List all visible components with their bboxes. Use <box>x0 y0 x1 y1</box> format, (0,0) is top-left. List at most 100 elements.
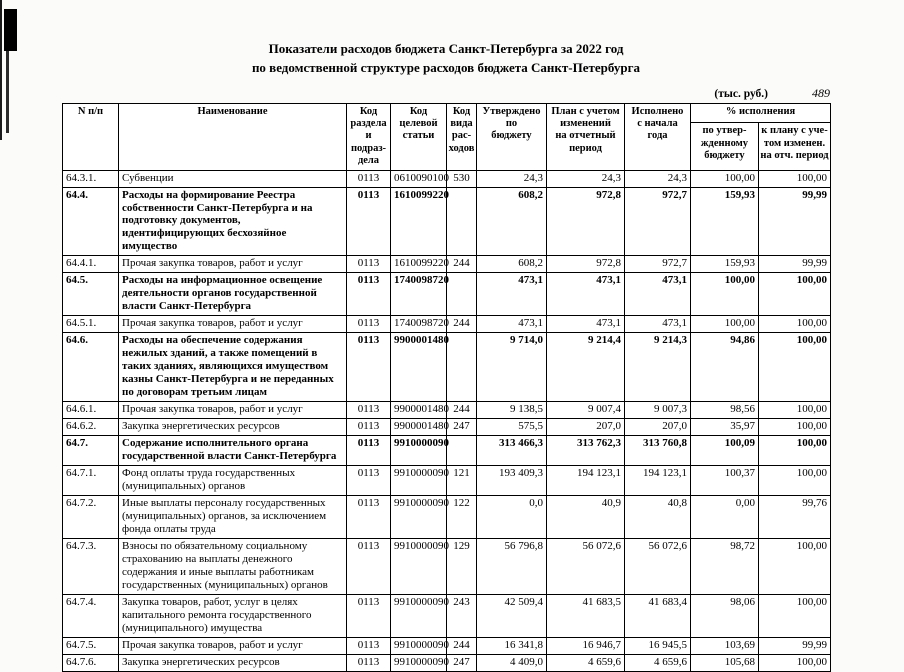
cell-num: 64.6. <box>62 332 119 403</box>
header-pct-group: % исполнения <box>689 102 832 124</box>
cell-pct_budget: 105,68 <box>690 653 759 672</box>
table-row: 64.7.1. Фонд оплаты труда государственных… <box>62 464 832 496</box>
scan-line-artifact <box>6 51 9 133</box>
cell-plan: 194 123,1 <box>546 464 625 496</box>
cell-pct_budget: 98,72 <box>690 537 759 595</box>
cell-pct_plan: 100,00 <box>757 169 832 188</box>
cell-num: 64.5.1. <box>62 315 119 334</box>
cell-target_code: 9910000090 <box>390 653 449 672</box>
cell-target_code: 1610099220 <box>390 186 449 257</box>
cell-name: Прочая закупка товаров, работ и услуг <box>118 255 347 274</box>
cell-section_code: 0113 <box>346 315 391 334</box>
cell-approved: 313 466,3 <box>476 435 547 466</box>
cell-section_code: 0113 <box>346 435 391 466</box>
cell-pct_budget: 94,86 <box>690 332 759 403</box>
cell-name: Расходы на информационное освещение деят… <box>118 272 347 317</box>
header-type-code: Код вида рас- ходов <box>446 102 477 171</box>
cell-plan: 473,1 <box>546 272 625 317</box>
document-page: Показатели расходов бюджета Санкт-Петерб… <box>62 40 832 672</box>
cell-type_code <box>446 186 477 257</box>
cell-pct_plan: 100,00 <box>757 464 832 496</box>
cell-section_code: 0113 <box>346 653 391 672</box>
cell-approved: 24,3 <box>476 169 547 188</box>
cell-pct_plan: 100,00 <box>757 537 832 595</box>
cell-target_code: 1740098720 <box>390 272 449 317</box>
header-approved: Утверждено по бюджету <box>476 102 547 171</box>
cell-executed: 972,7 <box>624 255 691 274</box>
header-target-code: Код целевой статьи <box>390 102 447 171</box>
header-name: Наименование <box>118 102 347 171</box>
cell-pct_budget: 159,93 <box>690 255 759 274</box>
cell-approved: 473,1 <box>476 315 547 334</box>
cell-num: 64.3.1. <box>62 169 119 188</box>
cell-num: 64.4.1. <box>62 255 119 274</box>
cell-num: 64.7. <box>62 435 119 466</box>
cell-section_code: 0113 <box>346 401 391 420</box>
cell-num: 64.6.1. <box>62 401 119 420</box>
cell-approved: 608,2 <box>476 186 547 257</box>
cell-name: Иные выплаты персоналу государственных (… <box>118 494 347 539</box>
cell-target_code: 9900001480 <box>390 418 449 436</box>
cell-section_code: 0113 <box>346 169 391 188</box>
table-row: 64.7.2. Иные выплаты персоналу государств… <box>62 494 832 539</box>
cell-name: Прочая закупка товаров, работ и услуг <box>118 315 347 334</box>
cell-pct_plan: 99,99 <box>757 255 832 274</box>
cell-pct_budget: 100,37 <box>690 464 759 496</box>
cell-name: Субвенции <box>118 169 347 188</box>
cell-type_code: 244 <box>446 315 477 334</box>
cell-executed: 40,8 <box>624 494 691 539</box>
cell-target_code: 9910000090 <box>390 435 449 466</box>
cell-target_code: 9900001480 <box>390 332 449 403</box>
cell-target_code: 1610099220 <box>390 255 449 274</box>
cell-section_code: 0113 <box>346 332 391 403</box>
cell-type_code: 247 <box>446 653 477 672</box>
cell-plan: 972,8 <box>546 255 625 274</box>
cell-plan: 473,1 <box>546 315 625 334</box>
title-line-2: по ведомственной структуре расходов бюдж… <box>251 59 641 75</box>
cell-executed: 313 760,8 <box>624 435 691 466</box>
cell-section_code: 0113 <box>346 537 391 595</box>
cell-type_code <box>446 332 477 403</box>
cell-executed: 24,3 <box>624 169 691 188</box>
table-row: 64.7.3. Взносы по обязательному социально… <box>62 537 832 595</box>
cell-name: Прочая закупка товаров, работ и услуг <box>118 401 347 420</box>
cell-executed: 194 123,1 <box>624 464 691 496</box>
cell-plan: 9 214,4 <box>546 332 625 403</box>
cell-approved: 473,1 <box>476 272 547 317</box>
header-pct-budget: по утвер- жденному бюджету <box>690 122 759 171</box>
cell-pct_budget: 100,00 <box>690 315 759 334</box>
cell-pct_plan: 100,00 <box>757 332 832 403</box>
cell-name: Закупка энергетических ресурсов <box>118 418 347 436</box>
cell-section_code: 0113 <box>346 593 391 638</box>
page-number: 489 <box>812 85 830 100</box>
cell-type_code: 122 <box>446 494 477 539</box>
cell-num: 64.5. <box>62 272 119 317</box>
cell-name: Расходы на формирование Реестра собствен… <box>118 186 347 257</box>
cell-executed: 41 683,4 <box>624 593 691 638</box>
cell-target_code: 1740098720 <box>390 315 449 334</box>
cell-plan: 41 683,5 <box>546 593 625 638</box>
cell-approved: 193 409,3 <box>476 464 547 496</box>
units-note: (тыс. руб.) <box>714 87 768 100</box>
cell-approved: 56 796,8 <box>476 537 547 595</box>
cell-plan: 972,8 <box>546 186 625 257</box>
cell-pct_plan: 100,00 <box>757 435 832 466</box>
header-section-code: Код раздела и подраз- дела <box>346 102 391 171</box>
cell-target_code: 9910000090 <box>390 537 449 595</box>
cell-approved: 608,2 <box>476 255 547 274</box>
table-row: 64.7.4. Закупка товаров, работ, услуг в ц… <box>62 593 832 638</box>
cell-pct_plan: 100,00 <box>757 315 832 334</box>
cell-name: Фонд оплаты труда государственных (муниц… <box>118 464 347 496</box>
cell-executed: 473,1 <box>624 315 691 334</box>
table-row: 64.5.1. Прочая закупка товаров, работ и у… <box>62 315 832 334</box>
cell-pct_plan: 99,76 <box>757 494 832 539</box>
cell-pct_budget: 35,97 <box>690 418 759 436</box>
table-row: 64.6. Расходы на обеспечение содержания н… <box>62 332 832 403</box>
table-header: N п/п Наименование Код раздела и подраз-… <box>62 102 832 171</box>
table-row: 64.7. Содержание исполнительного органа г… <box>62 435 832 466</box>
cell-executed: 9 214,3 <box>624 332 691 403</box>
cell-target_code: 9910000090 <box>390 494 449 539</box>
cell-name: Содержание исполнительного органа госуда… <box>118 435 347 466</box>
cell-type_code <box>446 435 477 466</box>
cell-pct_budget: 100,00 <box>690 272 759 317</box>
